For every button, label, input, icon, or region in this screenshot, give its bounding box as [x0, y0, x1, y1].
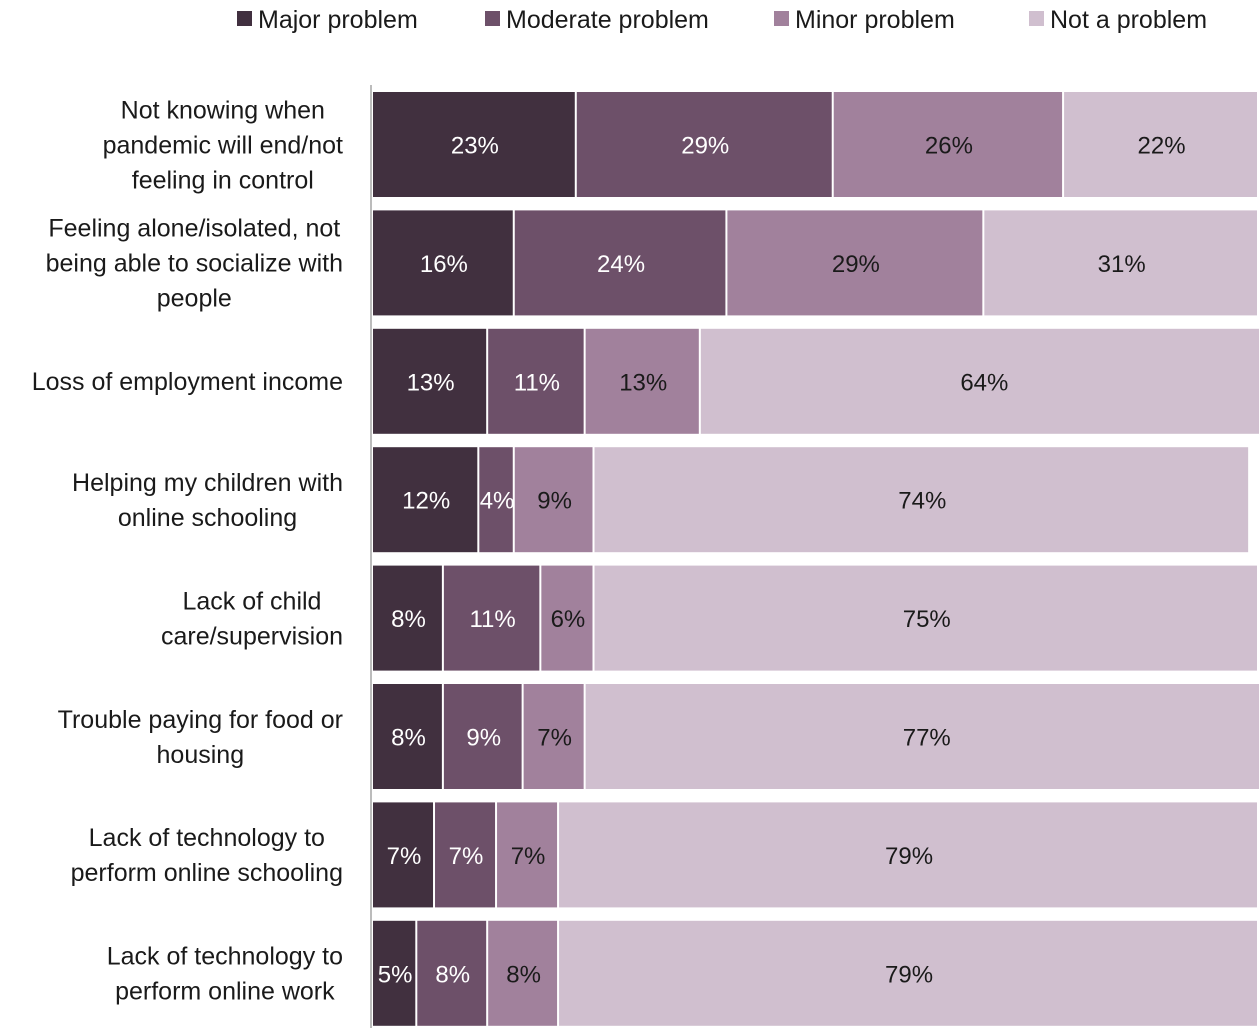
bar-segment-1-minor-problem — [833, 92, 1063, 197]
bar-segment-4-not-a-problem — [594, 447, 1249, 553]
bar-segment-7-major-problem — [373, 802, 434, 908]
bar-segment-1-major-problem — [373, 92, 575, 197]
bar-segment-5-not-a-problem — [594, 565, 1257, 671]
value-label-6-major-problem: 8% — [391, 725, 426, 752]
bar-segment-8-moderate-problem — [417, 920, 487, 1026]
value-label-3-moderate-problem: 11% — [514, 369, 560, 396]
legend-swatch-not-a-problem — [1029, 11, 1044, 26]
category-label-6: Trouble paying for food or housing — [58, 706, 343, 769]
legend-swatch-minor-problem — [774, 11, 789, 26]
bar-segment-7-minor-problem — [497, 802, 558, 908]
category-label-3: Loss of employment income — [32, 368, 343, 396]
value-label-4-moderate-problem: 4% — [480, 488, 515, 515]
bar-segment-6-moderate-problem — [443, 684, 522, 789]
value-label-3-major-problem: 13% — [407, 369, 455, 396]
value-label-1-not-a-problem: 22% — [1138, 133, 1186, 160]
bars: 23% 29% 26% 22% 16% 24% 29% 31% 13% 11% 13% 64% 12% 4… — [373, 92, 1259, 1026]
bar-segment-2-moderate-problem — [514, 210, 726, 316]
bar-segment-3-moderate-problem — [488, 328, 584, 434]
value-label-2-minor-problem: 29% — [832, 251, 880, 278]
category-label-2: Feeling alone/isolated, not being able to… — [46, 215, 343, 313]
legend-label-minor-problem: Minor problem — [795, 6, 955, 34]
value-label-5-major-problem: 8% — [391, 606, 426, 633]
category-label-7: Lack of technology to perform online scho… — [71, 824, 343, 887]
category-label-4: Helping my children with online schooling — [72, 469, 343, 532]
bar-segment-5-moderate-problem — [443, 565, 540, 671]
value-label-1-major-problem: 23% — [451, 133, 499, 160]
bar-segment-2-not-a-problem — [984, 210, 1257, 316]
value-label-4-minor-problem: 9% — [537, 488, 572, 515]
bar-segment-5-minor-problem — [541, 565, 593, 671]
legend-label-not-a-problem: Not a problem — [1050, 6, 1207, 34]
value-label-7-moderate-problem: 7% — [449, 843, 484, 870]
bar-segment-6-not-a-problem — [585, 684, 1259, 789]
bar-segment-4-major-problem — [373, 447, 478, 553]
bar-segment-2-minor-problem — [727, 210, 983, 316]
value-label-7-major-problem: 7% — [387, 843, 422, 870]
value-label-4-major-problem: 12% — [402, 488, 450, 515]
value-label-2-not-a-problem: 31% — [1098, 251, 1146, 278]
category-label-1: Not knowing when pandemic will end/not fee… — [103, 96, 343, 194]
value-label-3-minor-problem: 13% — [619, 369, 667, 396]
value-label-6-moderate-problem: 9% — [466, 725, 501, 752]
legend-label-moderate-problem: Moderate problem — [506, 6, 709, 34]
value-label-8-moderate-problem: 8% — [435, 961, 470, 988]
legend-swatch-moderate-problem — [485, 11, 500, 26]
value-label-8-major-problem: 5% — [378, 961, 413, 988]
bar-segment-7-not-a-problem — [559, 802, 1257, 908]
bar-segment-7-moderate-problem — [435, 802, 496, 908]
value-label-7-minor-problem: 7% — [511, 843, 546, 870]
value-label-2-major-problem: 16% — [420, 251, 468, 278]
value-label-5-not-a-problem: 75% — [903, 606, 951, 633]
value-label-2-moderate-problem: 24% — [597, 251, 645, 278]
bar-segment-5-major-problem — [373, 565, 442, 671]
value-label-6-minor-problem: 7% — [537, 725, 572, 752]
legend: Major problem Moderate problem Minor probl… — [237, 6, 1207, 34]
bar-segment-8-major-problem — [373, 920, 416, 1026]
bar-segment-2-major-problem — [373, 210, 513, 316]
bar-segment-1-not-a-problem — [1064, 92, 1257, 197]
value-label-7-not-a-problem: 79% — [885, 843, 933, 870]
legend-label-major-problem: Major problem — [258, 6, 418, 34]
value-label-8-not-a-problem: 79% — [885, 961, 933, 988]
bar-segment-1-moderate-problem — [576, 92, 832, 197]
bar-segment-4-minor-problem — [514, 447, 593, 553]
bar-segment-8-not-a-problem — [559, 920, 1257, 1026]
value-label-6-not-a-problem: 77% — [903, 725, 951, 752]
value-label-8-minor-problem: 8% — [506, 961, 541, 988]
bar-segment-6-minor-problem — [523, 684, 584, 789]
category-label-8: Lack of technology to perform online work — [107, 943, 343, 1006]
bar-segment-6-major-problem — [373, 684, 442, 789]
bar-segment-3-minor-problem — [585, 328, 699, 434]
bar-segment-3-major-problem — [373, 328, 487, 434]
value-label-4-not-a-problem: 74% — [898, 488, 946, 515]
category-labels: Not knowing when pandemic will end/not fee… — [32, 96, 343, 1005]
bar-segment-8-minor-problem — [488, 920, 558, 1026]
category-label-5: Lack of child care/supervision — [161, 587, 343, 650]
legend-swatch-major-problem — [237, 11, 252, 26]
value-label-3-not-a-problem: 64% — [960, 369, 1008, 396]
bar-segment-4-moderate-problem — [479, 447, 513, 553]
value-label-1-minor-problem: 26% — [925, 133, 973, 160]
bar-segment-3-not-a-problem — [700, 328, 1259, 434]
value-label-1-moderate-problem: 29% — [681, 133, 729, 160]
value-label-5-moderate-problem: 11% — [469, 606, 515, 633]
value-label-5-minor-problem: 6% — [551, 606, 586, 633]
